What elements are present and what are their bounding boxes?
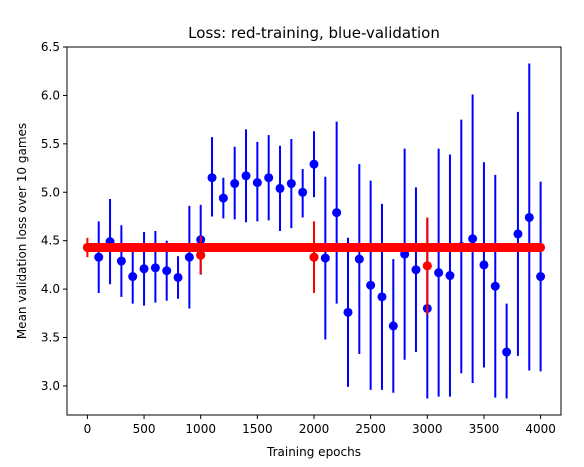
- validation-point: [185, 253, 194, 262]
- validation-point: [264, 173, 273, 182]
- validation-point: [174, 273, 183, 282]
- validation-point: [219, 194, 228, 203]
- validation-point: [242, 171, 251, 180]
- x-tick-label: 3500: [469, 422, 500, 436]
- y-tick-label: 3.5: [41, 331, 60, 345]
- validation-point: [128, 272, 137, 281]
- validation-point: [151, 263, 160, 272]
- x-tick-label: 4000: [525, 422, 556, 436]
- validation-point: [208, 173, 217, 182]
- y-tick-label: 5.5: [41, 137, 60, 151]
- training-point: [310, 253, 319, 262]
- y-tick-label: 6.5: [41, 40, 60, 54]
- validation-point: [355, 255, 364, 264]
- validation-point: [94, 253, 103, 262]
- validation-point: [536, 272, 545, 281]
- y-tick-label: 4.0: [41, 282, 60, 296]
- validation-point: [343, 308, 352, 317]
- validation-point: [479, 260, 488, 269]
- chart-title: Loss: red-training, blue-validation: [188, 24, 440, 42]
- validation-point: [140, 264, 149, 273]
- x-tick-label: 500: [133, 422, 156, 436]
- y-tick-label: 4.5: [41, 234, 60, 248]
- validation-point: [513, 229, 522, 238]
- validation-point: [310, 160, 319, 169]
- validation-point: [389, 321, 398, 330]
- y-tick-label: 5.0: [41, 185, 60, 199]
- y-tick-label: 3.0: [41, 379, 60, 393]
- validation-point: [332, 208, 341, 217]
- validation-point: [298, 188, 307, 197]
- x-tick-label: 2500: [355, 422, 386, 436]
- validation-point: [491, 282, 500, 291]
- validation-point: [253, 178, 262, 187]
- x-tick-label: 1000: [185, 422, 216, 436]
- validation-point: [366, 281, 375, 290]
- validation-point: [162, 266, 171, 275]
- validation-point: [117, 257, 126, 266]
- validation-point: [445, 271, 454, 280]
- y-axis-label: Mean validation loss over 10 games: [15, 123, 29, 339]
- x-tick-label: 3000: [412, 422, 443, 436]
- y-tick-label: 6.0: [41, 88, 60, 102]
- validation-point: [468, 234, 477, 243]
- training-point: [423, 261, 432, 270]
- validation-point: [230, 179, 239, 188]
- validation-point: [276, 184, 285, 193]
- validation-point: [287, 179, 296, 188]
- training-point: [196, 251, 205, 260]
- x-tick-label: 1500: [242, 422, 273, 436]
- validation-point: [525, 213, 534, 222]
- validation-point: [321, 254, 330, 263]
- x-axis-label: Training epochs: [266, 445, 361, 459]
- validation-point: [411, 265, 420, 274]
- validation-point: [377, 292, 386, 301]
- x-tick-label: 0: [84, 422, 92, 436]
- validation-point: [434, 268, 443, 277]
- x-tick-label: 2000: [299, 422, 330, 436]
- validation-point: [502, 348, 511, 357]
- training-point: [83, 243, 92, 252]
- training-point: [536, 243, 545, 252]
